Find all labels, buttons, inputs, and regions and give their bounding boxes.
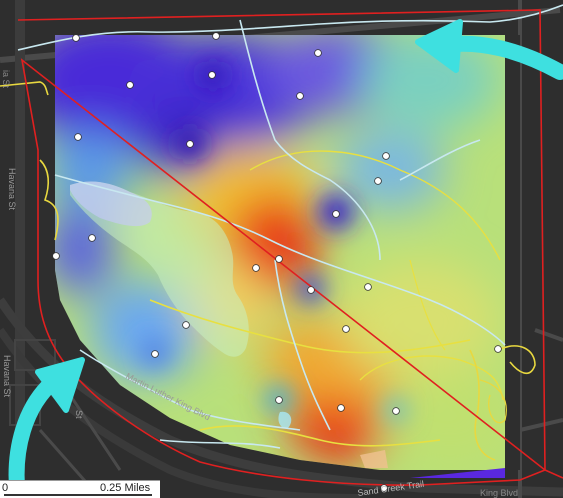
- sample-point[interactable]: [342, 325, 350, 333]
- sample-point[interactable]: [72, 34, 80, 42]
- lake-shape: [70, 181, 249, 357]
- sample-point[interactable]: [296, 92, 304, 100]
- arrow-top-right-icon: [415, 19, 563, 80]
- sample-point[interactable]: [208, 71, 216, 79]
- sample-point[interactable]: [275, 396, 283, 404]
- sample-point[interactable]: [494, 345, 502, 353]
- street-label-partial: ia St: [1, 70, 11, 89]
- sample-point[interactable]: [182, 321, 190, 329]
- sample-point[interactable]: [186, 140, 194, 148]
- sample-point[interactable]: [332, 210, 340, 218]
- sample-point[interactable]: [314, 49, 322, 57]
- sample-point[interactable]: [275, 255, 283, 263]
- basemap-strip: [505, 35, 520, 470]
- sample-point[interactable]: [307, 286, 315, 294]
- sample-point[interactable]: [374, 177, 382, 185]
- sample-point[interactable]: [337, 404, 345, 412]
- street-label-havana: Havana St: [7, 168, 17, 211]
- scale-line: [4, 494, 152, 496]
- sample-point[interactable]: [382, 152, 390, 160]
- sample-points: [52, 32, 502, 492]
- sample-point[interactable]: [74, 133, 82, 141]
- sample-point[interactable]: [364, 283, 372, 291]
- sample-point[interactable]: [88, 234, 96, 242]
- paths: [17, 4, 563, 449]
- street-label-king-blvd: King Blvd: [480, 488, 518, 498]
- trails: [0, 81, 536, 461]
- sample-point[interactable]: [252, 264, 260, 272]
- study-area-boundary: [17, 9, 563, 486]
- sample-point[interactable]: [380, 484, 388, 492]
- sample-point[interactable]: [212, 32, 220, 40]
- sample-point[interactable]: [52, 252, 60, 260]
- sample-point[interactable]: [151, 350, 159, 358]
- scale-bar: 0 0.25 Miles: [0, 480, 160, 498]
- sample-point[interactable]: [392, 407, 400, 415]
- heatmap-edge: [410, 468, 505, 478]
- scale-start-label: 0: [2, 482, 9, 494]
- sample-point[interactable]: [126, 81, 134, 89]
- street-label-havana-lower: Havana St: [2, 355, 12, 398]
- scale-end-label: 0.25 Miles: [100, 482, 151, 494]
- street-label-st-partial: St: [74, 410, 84, 419]
